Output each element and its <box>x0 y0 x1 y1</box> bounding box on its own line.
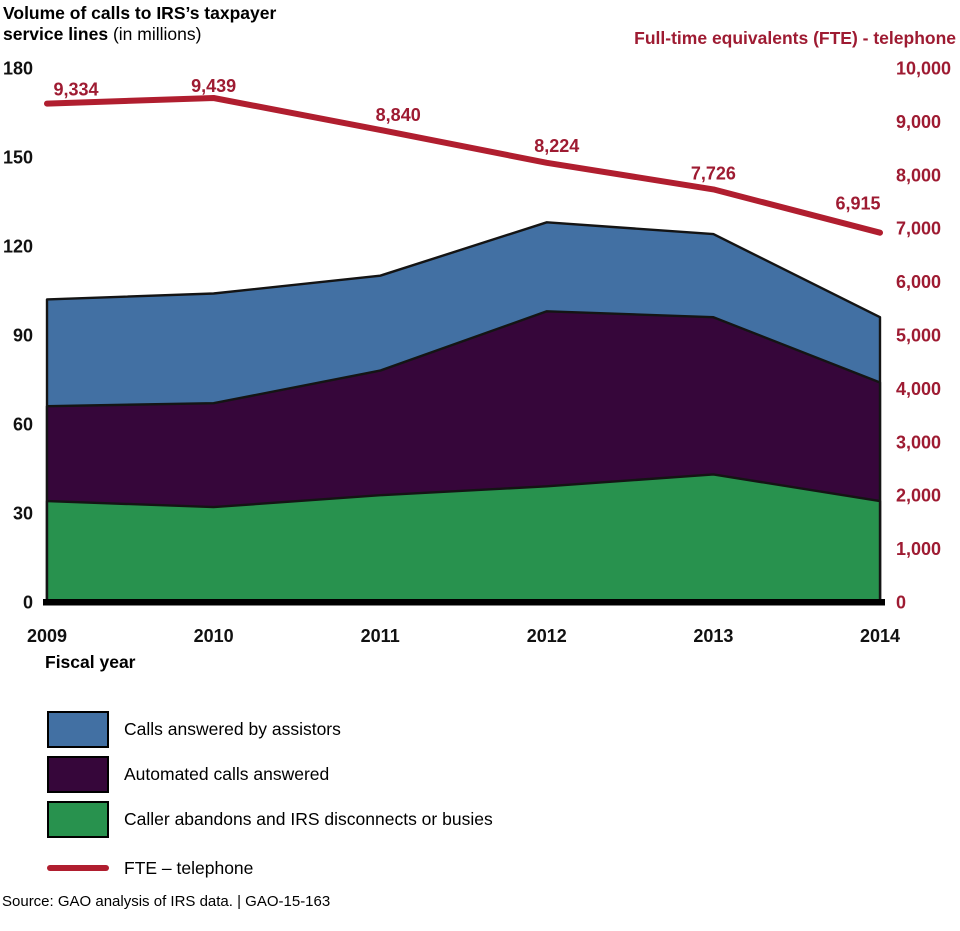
fte-data-label: 8,224 <box>534 136 579 156</box>
x-axis-baseline <box>43 599 885 606</box>
chart-title: Volume of calls to IRS’s taxpayer servic… <box>3 3 318 46</box>
legend-swatch-abandons <box>47 801 109 838</box>
chart-title-bold: Volume of calls to IRS’s taxpayer servic… <box>3 3 277 45</box>
right-axis-tick: 2,000 <box>896 486 941 506</box>
legend-swatch-assistors <box>47 711 109 748</box>
legend-label-automated: Automated calls answered <box>124 764 330 784</box>
x-axis-tick: 2011 <box>361 626 400 646</box>
right-axis-tick: 9,000 <box>896 112 941 132</box>
area-band-0 <box>45 473 882 604</box>
right-axis-title: Full-time equivalents (FTE) - telephone <box>634 28 956 48</box>
left-axis-tick: 120 <box>3 237 33 257</box>
right-axis-tick: 3,000 <box>896 432 941 452</box>
left-axis-tick: 180 <box>3 59 33 79</box>
legend-item-fte: FTE – telephone <box>47 856 493 880</box>
x-axis-tick: 2010 <box>194 626 234 646</box>
right-axis-tick: 7,000 <box>896 219 941 239</box>
right-axis-tick: 0 <box>896 593 906 613</box>
legend: Calls answered by assistors Automated ca… <box>47 711 493 888</box>
legend-label-assistors: Calls answered by assistors <box>124 719 341 739</box>
x-axis-tick: 2014 <box>860 626 900 646</box>
fte-data-label: 6,915 <box>835 194 880 214</box>
x-axis-tick: 2012 <box>527 626 567 646</box>
legend-line-fte-icon <box>47 865 109 871</box>
left-axis-tick: 60 <box>13 415 33 435</box>
x-axis-label: Fiscal year <box>45 652 136 672</box>
left-axis-tick: 90 <box>13 326 33 346</box>
legend-label-abandons: Caller abandons and IRS disconnects or b… <box>124 809 493 829</box>
fte-line <box>44 95 883 236</box>
right-axis-tick: 4,000 <box>896 379 941 399</box>
legend-item-assistors: Calls answered by assistors <box>47 711 493 748</box>
fte-data-label: 9,334 <box>53 80 98 100</box>
fte-data-label: 8,840 <box>376 105 421 125</box>
left-axis-tick: 0 <box>23 593 33 613</box>
fte-data-label: 7,726 <box>691 163 736 183</box>
legend-item-automated: Automated calls answered <box>47 756 493 793</box>
legend-item-abandons: Caller abandons and IRS disconnects or b… <box>47 801 493 838</box>
right-axis-tick: 6,000 <box>896 272 941 292</box>
left-axis-tick: 150 <box>3 148 33 168</box>
right-axis-tick: 1,000 <box>896 539 941 559</box>
right-axis-tick: 5,000 <box>896 326 941 346</box>
fte-data-label: 9,439 <box>191 76 236 96</box>
x-axis-tick: 2009 <box>27 626 67 646</box>
left-axis-tick: 30 <box>13 504 33 524</box>
right-axis-tick: 8,000 <box>896 165 941 185</box>
right-axis-tick: 10,000 <box>896 59 951 79</box>
source-note: Source: GAO analysis of IRS data. | GAO-… <box>2 893 331 910</box>
stacked-area-chart: 0 30 60 90 120 150 180 0 1,000 2,000 3,000 4,000 5,0… <box>3 59 951 647</box>
chart-title-units: (in millions) <box>108 24 202 45</box>
legend-swatch-automated <box>47 756 109 793</box>
legend-label-fte: FTE – telephone <box>124 857 254 878</box>
x-axis-tick: 2013 <box>693 626 733 646</box>
